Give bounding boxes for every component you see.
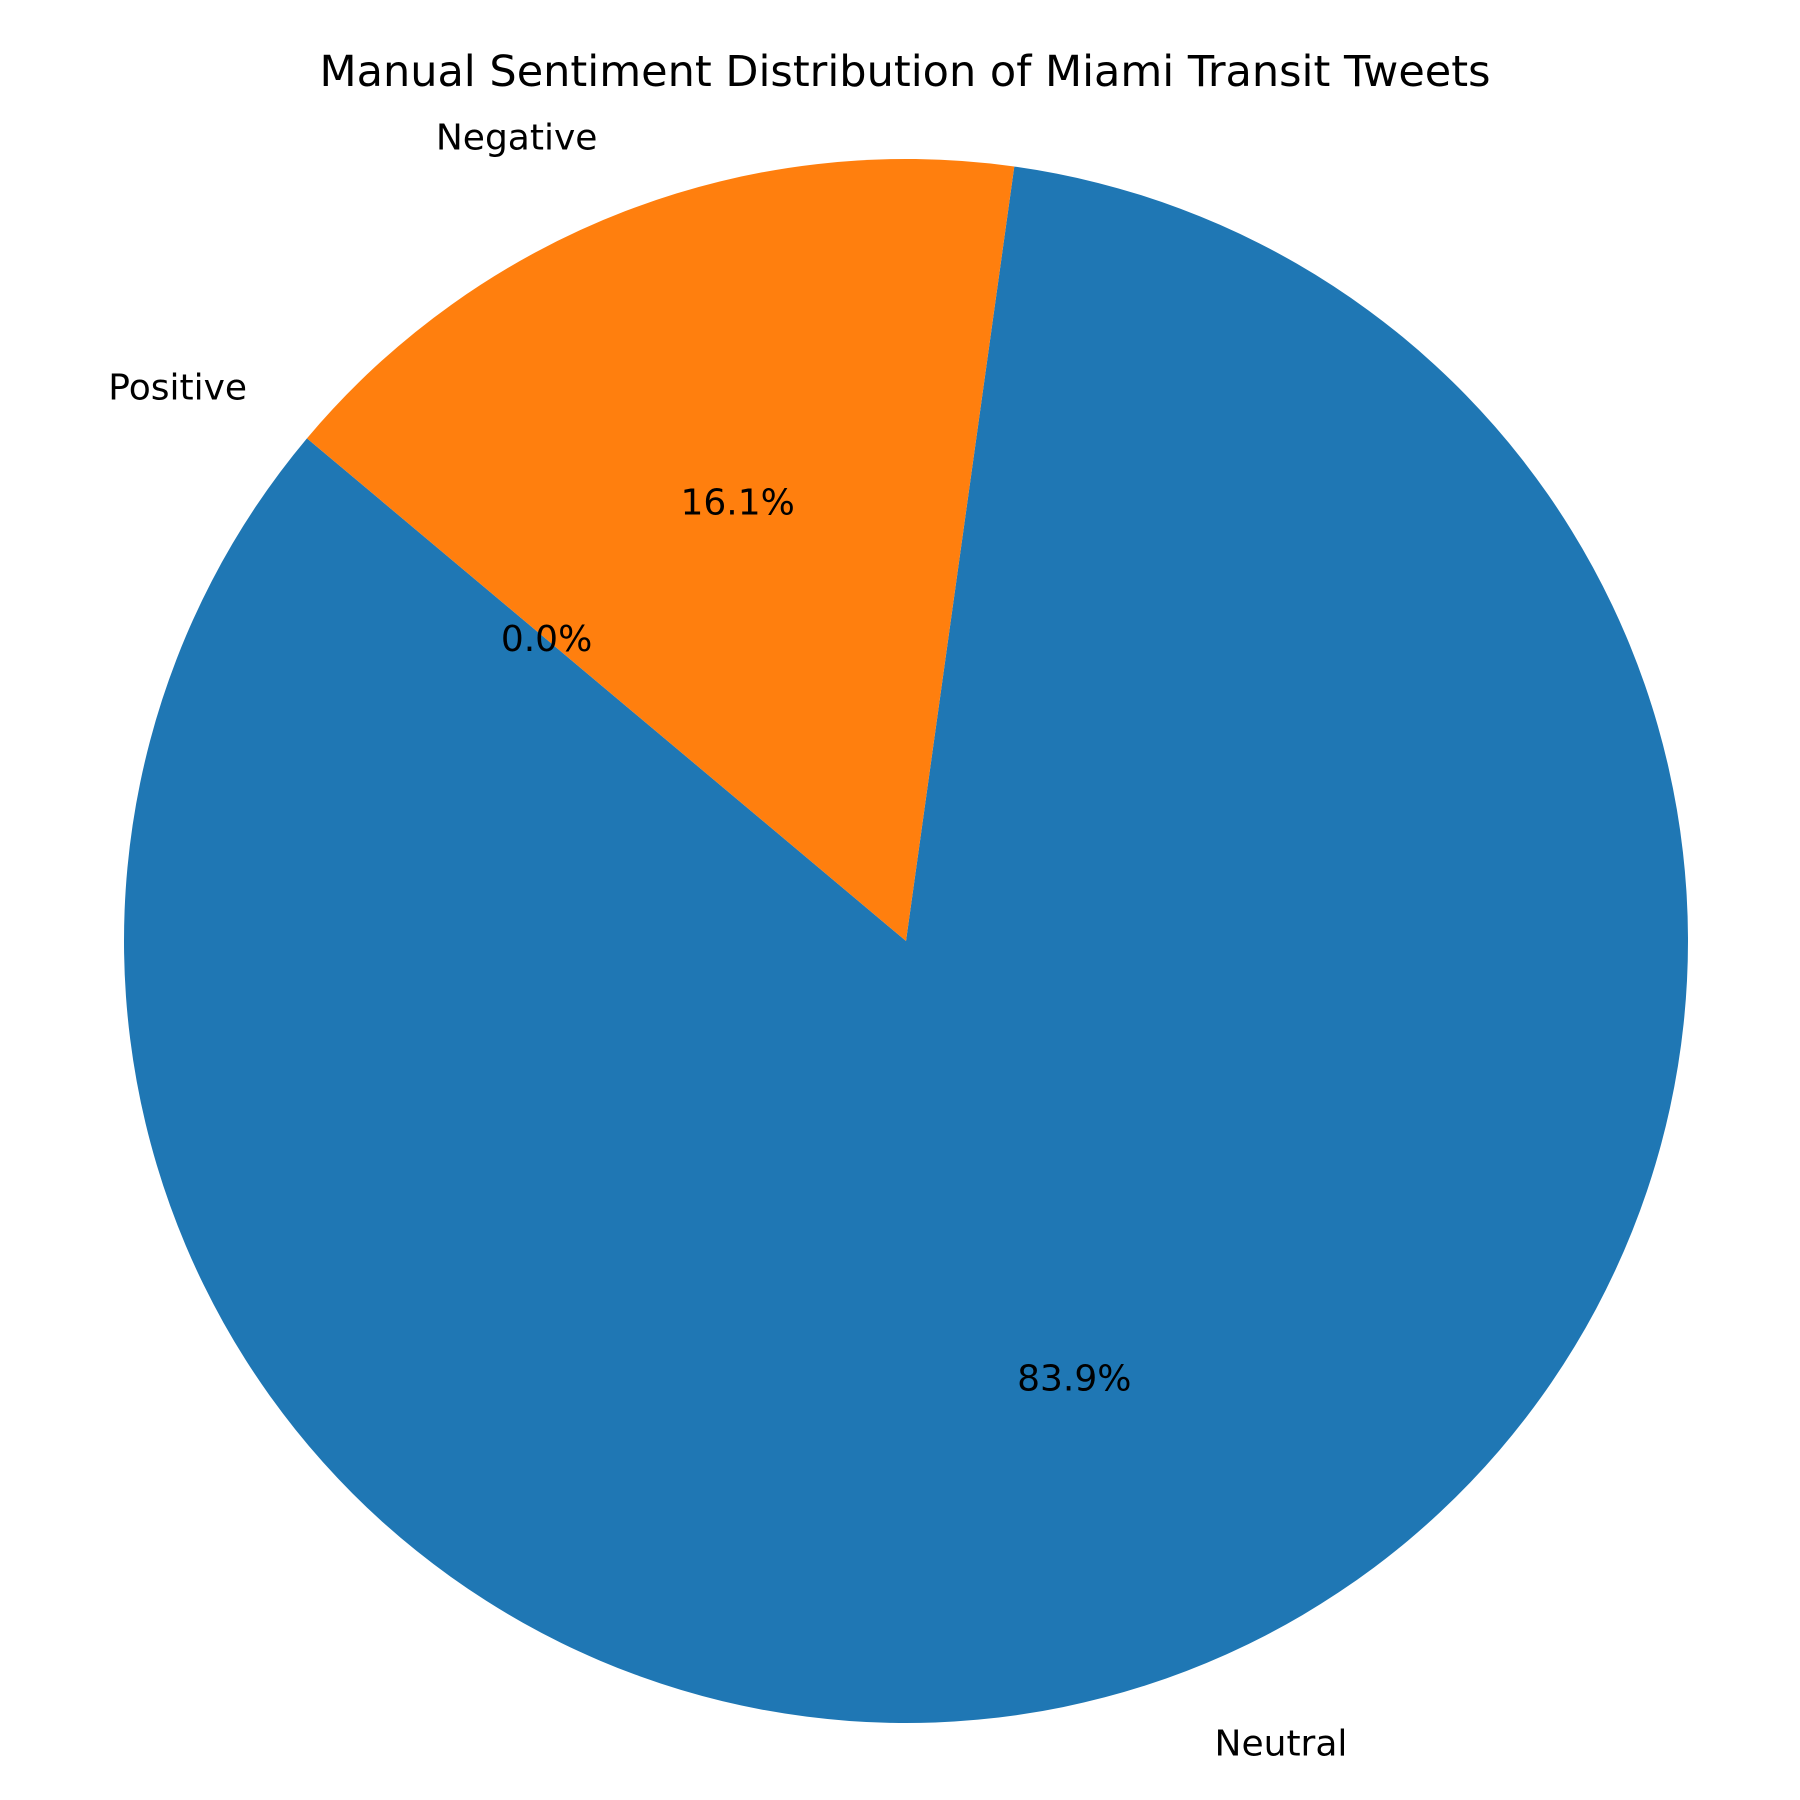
chart-title: Manual Sentiment Distribution of Miami T…: [320, 47, 1491, 97]
pie-slices: [123, 158, 1688, 1724]
pie-slice-negative: [306, 158, 1015, 941]
slice-label-negative: Negative: [436, 118, 598, 159]
pct-label-negative: 16.1%: [681, 483, 795, 524]
slice-label-positive: Positive: [108, 368, 247, 409]
slice-label-neutral: Neutral: [1215, 1723, 1348, 1764]
pie-slice-neutral: [123, 166, 1688, 1724]
pie-labels: Positive 0.0% Neutral 83.9% Negative 16.1%: [108, 118, 1347, 1765]
pct-label-positive: 0.0%: [501, 619, 592, 660]
pct-label-neutral: 83.9%: [1017, 1358, 1131, 1399]
